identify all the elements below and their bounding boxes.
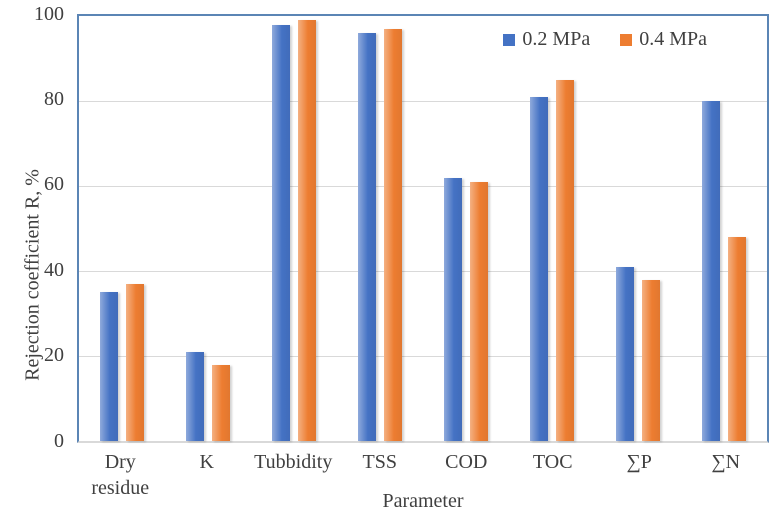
legend-marker-icon: [503, 33, 516, 46]
y-tick-label-60: 60: [44, 173, 64, 196]
bar-0-2-mpa-tubbidity: [272, 24, 290, 441]
bar-0-2-mpa-dry-residue: [100, 292, 118, 441]
bar-group-dry-residue: [79, 16, 165, 441]
x-category-label-tss: TSS: [362, 451, 397, 473]
y-tick-label-80: 80: [44, 87, 64, 110]
bar-0-4-mpa-cod: [470, 181, 488, 441]
x-category-label-toc: TOC: [532, 451, 573, 473]
bar-0-4-mpa-p: [642, 279, 660, 441]
gridline-40: [79, 270, 767, 272]
bar-0-2-mpa-k: [186, 351, 204, 441]
gridline-60: [79, 185, 767, 187]
bar-0-4-mpa-tubbidity: [298, 20, 316, 441]
y-tick-label-40: 40: [44, 258, 64, 281]
bar-0-2-mpa-cod: [444, 177, 462, 441]
x-axis-title: Parameter: [382, 490, 464, 512]
y-tick-label-100: 100: [34, 2, 64, 25]
legend-marker-icon: [620, 33, 633, 46]
x-category-label-n: ∑N: [711, 451, 741, 473]
legend-label: 0.4 MPa: [639, 28, 707, 50]
gridline-80: [79, 100, 767, 102]
x-category-label-p: ∑P: [626, 451, 652, 473]
bar-0-2-mpa-tss: [358, 33, 376, 441]
bar-0-4-mpa-dry-residue: [126, 283, 144, 441]
legend: 0.2 MPa 0.4 MPa: [503, 28, 707, 51]
bar-0-4-mpa-toc: [556, 79, 574, 441]
bar-group-cod: [423, 16, 509, 441]
bar-group-k: [165, 16, 251, 441]
bar-0-2-mpa-toc: [530, 96, 548, 441]
x-category-label-tubbidity: Tubbidity: [254, 451, 333, 473]
bar-0-2-mpa-n: [702, 101, 720, 441]
bar-group-toc: [509, 16, 595, 441]
plot-area: 0.2 MPa 0.4 MPa: [77, 14, 769, 443]
y-axis-tick-labels: 0 20 40 60 80 100: [0, 0, 64, 522]
bar-0-4-mpa-tss: [384, 28, 402, 441]
bar-0-2-mpa-p: [616, 266, 634, 441]
bar-group-tubbidity: [251, 16, 337, 441]
bar-0-4-mpa-n: [728, 237, 746, 441]
bar-group-tss: [337, 16, 423, 441]
y-tick-label-20: 20: [44, 344, 64, 367]
bar-0-4-mpa-k: [212, 364, 230, 441]
legend-item-0-4-mpa: 0.4 MPa: [620, 28, 707, 51]
x-category-label-k: K: [199, 451, 214, 473]
x-category-label-dry-residue: Dry residue: [91, 451, 150, 499]
x-axis-category-labels: Dry residue K Tubbidity TSS COD TOC ∑P ∑N: [77, 450, 769, 501]
x-category-label-cod: COD: [445, 451, 488, 473]
gridlines: [79, 16, 767, 441]
legend-label: 0.2 MPa: [522, 28, 591, 50]
bar-group-n: [681, 16, 767, 441]
bar-group-p: [595, 16, 681, 441]
y-tick-label-0: 0: [54, 429, 64, 452]
legend-item-0-2-mpa: 0.2 MPa: [503, 28, 590, 51]
gridline-20: [79, 355, 767, 357]
bar-groups: [79, 16, 767, 441]
